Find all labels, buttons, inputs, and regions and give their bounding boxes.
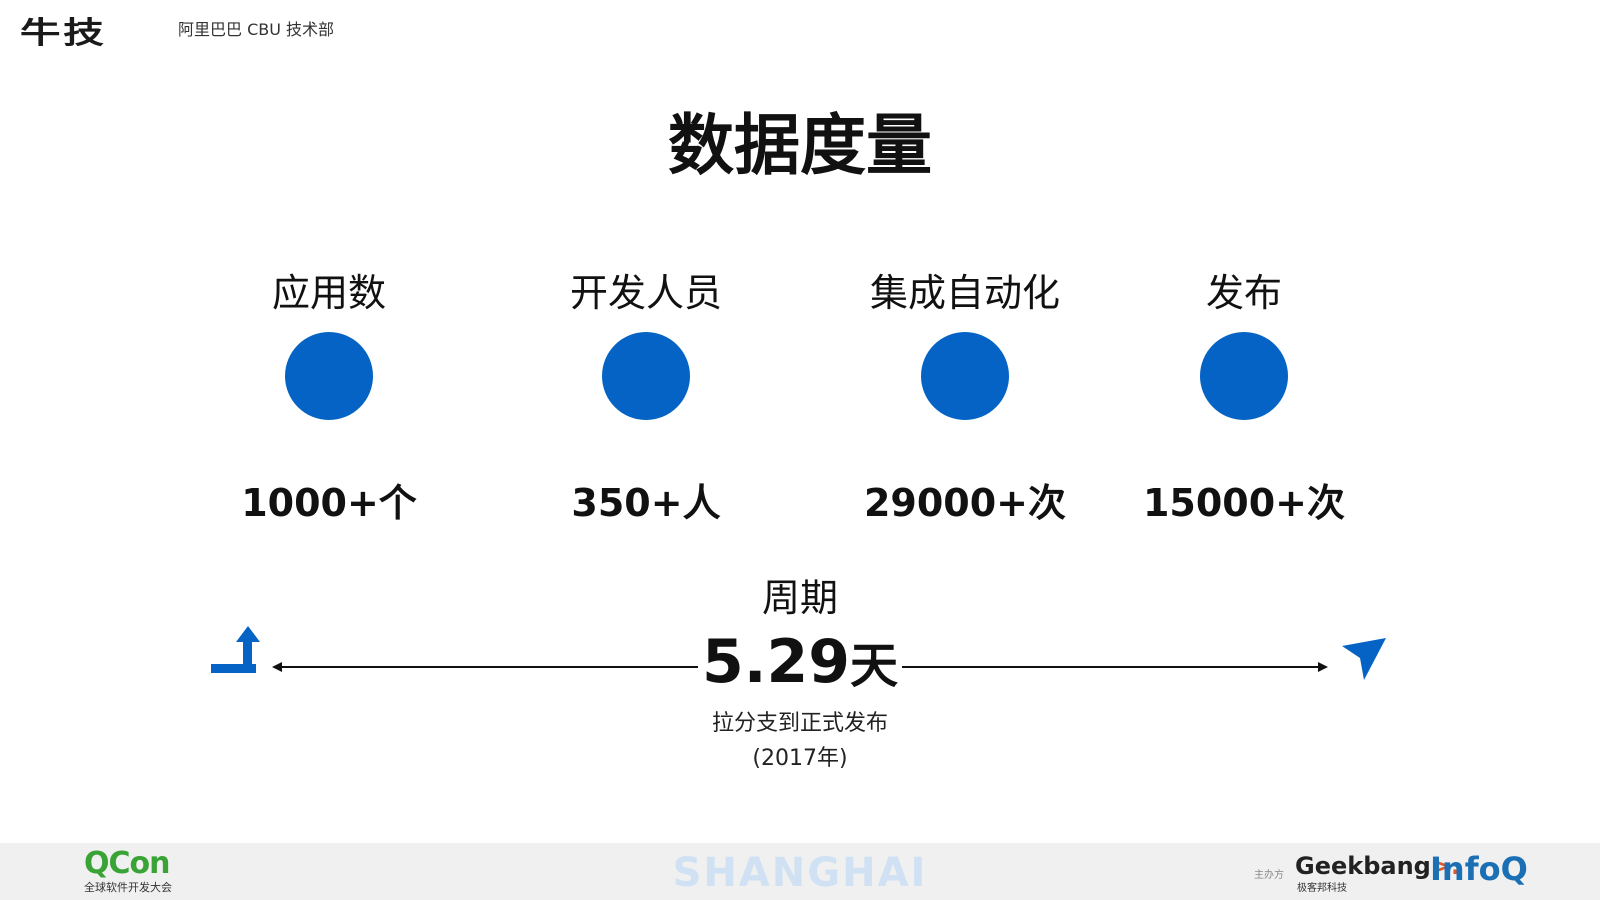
cycle-year: (2017年) <box>752 746 848 771</box>
cycle-description: 拉分支到正式发布 <box>711 711 888 736</box>
corner-up-arrow-icon <box>211 626 260 673</box>
page-title: 数据度量 <box>668 107 932 184</box>
qcon-subtitle: 全球软件开发大会 <box>84 881 172 894</box>
timeline-line-left <box>272 662 698 672</box>
metric-label: 集成自动化 <box>869 271 1060 315</box>
logo: 牛技 <box>20 16 107 51</box>
metric-label: 发布 <box>1205 271 1282 315</box>
metric-label: 开发人员 <box>569 271 722 315</box>
cycle-value: 5.29天 <box>0 626 1600 697</box>
geekbang-text: Geekbang <box>1295 852 1431 880</box>
timeline-line-right <box>902 662 1328 672</box>
cycle-label: 周期 <box>761 576 838 620</box>
metric-value: 350+人 <box>571 481 721 525</box>
timeline-graphic <box>211 626 1386 680</box>
metric-dot <box>285 332 373 420</box>
metric-value: 1000+个 <box>241 481 417 525</box>
infoq-logo: InfoQ <box>1430 850 1528 888</box>
metric-label: 应用数 <box>271 271 386 315</box>
geekbang-subtitle: 极客邦科技 <box>1297 883 1347 894</box>
cycle-number: 5.29 <box>701 627 851 697</box>
org-name: 阿里巴巴 CBU 技术部 <box>178 20 335 39</box>
metric-dot <box>921 332 1009 420</box>
cycle-unit: 天 <box>850 638 899 694</box>
paper-plane-icon <box>1342 638 1386 680</box>
geekbang-logo: Geekbang>. <box>1295 852 1460 880</box>
footer-bar <box>0 843 1600 900</box>
qcon-logo: QCon <box>84 846 170 881</box>
metric-dot <box>1200 332 1288 420</box>
metric-value: 29000+次 <box>863 481 1067 525</box>
city-name: SHANGHAI <box>672 850 928 896</box>
metric-dot <box>602 332 690 420</box>
metric-value: 15000+次 <box>1142 481 1346 525</box>
geekbang-arrow: >. <box>1430 852 1461 880</box>
host-label: 主办方 <box>1254 870 1284 881</box>
